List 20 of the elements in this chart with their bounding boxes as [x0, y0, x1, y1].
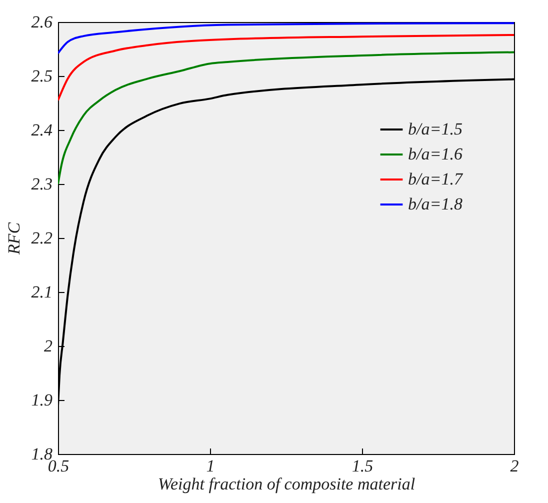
y-tick-label: 2.4 [31, 120, 53, 140]
x-axis-title: Weight fraction of composite material [158, 474, 416, 494]
legend-label: b/a=1.5 [408, 120, 462, 138]
legend-label: b/a=1.8 [408, 194, 463, 214]
y-axis-title: RFC [4, 222, 24, 256]
x-tick-label: 1.5 [352, 456, 374, 476]
legend-label: b/a=1.7 [408, 170, 464, 188]
line-series [58, 22, 514, 54]
line-series [58, 34, 514, 102]
y-tick-label: 2.2 [31, 228, 53, 248]
x-tick-label: 2 [510, 456, 520, 476]
y-tick-label: 2 [44, 336, 53, 356]
legend-label: b/a=1.6 [408, 144, 463, 164]
y-tick-label: 1.9 [31, 390, 53, 410]
y-tick-label: 2.1 [31, 282, 52, 302]
y-tick-label: 2.5 [31, 66, 52, 86]
y-tick-label: 2.3 [31, 174, 52, 194]
y-tick-label: 2.6 [31, 12, 53, 32]
x-tick-label: 1 [206, 456, 215, 476]
line-series [58, 51, 514, 185]
